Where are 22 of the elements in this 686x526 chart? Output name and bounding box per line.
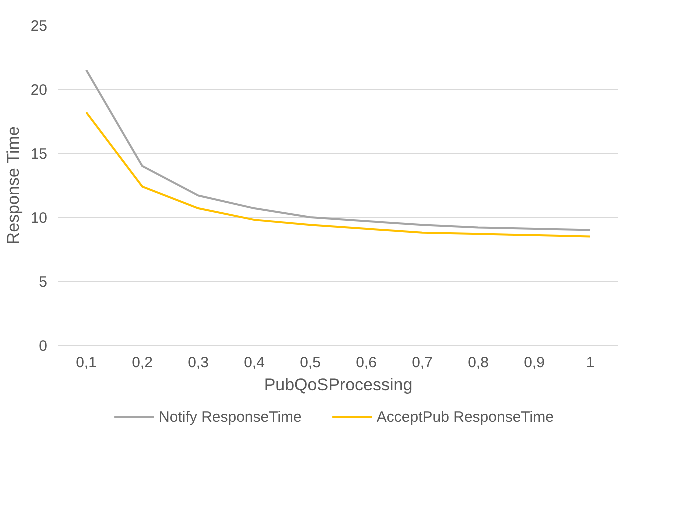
y-tick-label: 25: [30, 18, 48, 35]
y-tick-label: 5: [39, 274, 48, 291]
y-tick-label: 20: [30, 82, 48, 99]
y-tick-label: 0: [39, 338, 48, 355]
x-axis-title: PubQoSProcessing: [264, 376, 413, 394]
legend-label: AcceptPub ResponseTime: [376, 408, 554, 426]
x-tick-label: 0,5: [300, 354, 321, 372]
x-tick-label: 0,9: [524, 354, 545, 372]
y-tick-label: 15: [30, 146, 48, 163]
x-tick-label: 1: [586, 354, 595, 372]
x-tick-label: 0,8: [468, 354, 489, 372]
y-tick-label: 10: [30, 210, 48, 227]
x-tick-label: 0,2: [132, 354, 153, 372]
x-tick-label: 0,7: [412, 354, 433, 372]
line-series: [86, 69, 592, 232]
x-tick-label: 0,1: [76, 354, 97, 372]
legend-label: Notify ResponseTime: [159, 408, 302, 426]
y-axis-title: Response Time: [4, 126, 23, 245]
x-tick-label: 0,4: [244, 354, 265, 372]
line-series: [86, 112, 592, 238]
x-tick-label: 0,6: [356, 354, 377, 372]
x-tick-label: 0,3: [188, 354, 209, 372]
